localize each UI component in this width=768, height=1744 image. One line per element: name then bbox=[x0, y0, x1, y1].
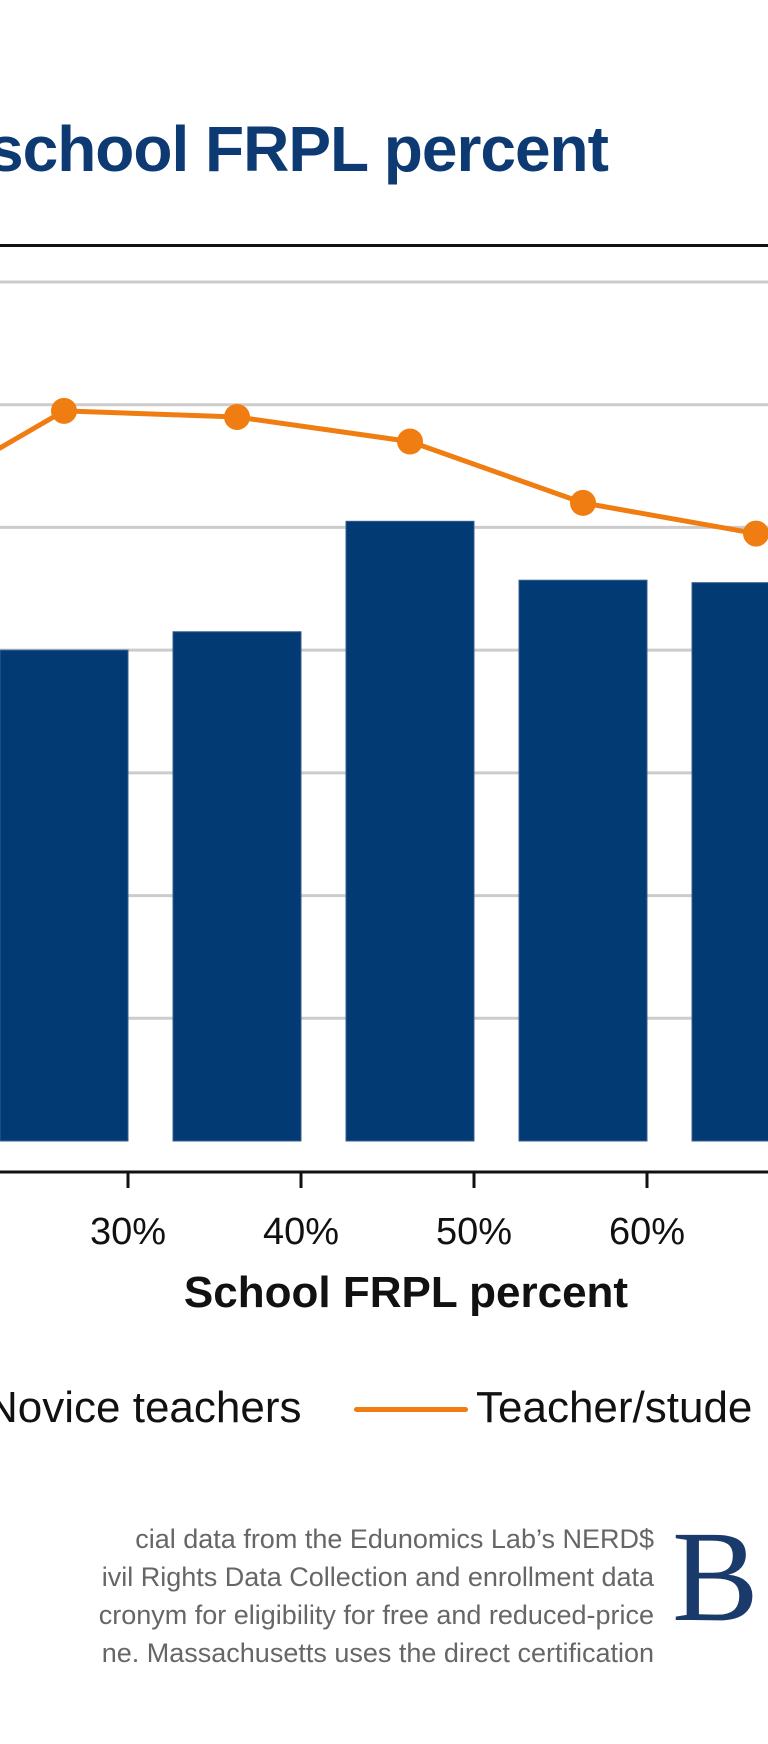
note-line: ivil Rights Data Collection and enrollme… bbox=[101, 1562, 654, 1592]
line-point bbox=[224, 403, 250, 430]
tick-label: 40% bbox=[263, 1211, 339, 1253]
tick-label: 60% bbox=[609, 1211, 685, 1253]
legend-label-teacher-student: Teacher/stude bbox=[476, 1383, 753, 1432]
x-axis-label: School FRPL percent bbox=[184, 1268, 628, 1317]
tick-label: 30% bbox=[90, 1211, 166, 1253]
legend-label-novice-teachers: Novice teachers bbox=[0, 1383, 302, 1432]
note-line: cial data from the Edunomics Lab’s NERD$ bbox=[135, 1524, 654, 1554]
tick-label: 50% bbox=[436, 1211, 512, 1253]
source-notes: cial data from the Edunomics Lab’s NERD$… bbox=[0, 1520, 660, 1672]
brand-logo: B bbox=[672, 1505, 759, 1649]
chart: %30%40%50%60% School FRPL percent bbox=[0, 280, 768, 1317]
bar bbox=[518, 579, 648, 1142]
bar bbox=[345, 520, 475, 1142]
legend: Novice teachers Teacher/stude bbox=[0, 1378, 768, 1438]
note-line: ne. Massachusetts uses the direct certif… bbox=[101, 1638, 654, 1668]
line-point bbox=[51, 397, 77, 424]
legend-line-swatch bbox=[354, 1407, 468, 1412]
bar bbox=[172, 631, 302, 1142]
series-line bbox=[0, 397, 768, 547]
bar bbox=[691, 582, 768, 1142]
line-point bbox=[743, 520, 768, 547]
series-line-path bbox=[0, 408, 757, 537]
chart-title: school FRPL percent bbox=[0, 113, 609, 185]
x-ticks: %30%40%50%60% bbox=[90, 1172, 685, 1253]
line-point bbox=[570, 489, 596, 516]
bars bbox=[0, 520, 768, 1142]
line-point bbox=[397, 428, 423, 455]
title-divider bbox=[0, 244, 768, 247]
note-line: cronym for eligibility for free and redu… bbox=[98, 1600, 654, 1630]
bar bbox=[0, 649, 129, 1142]
